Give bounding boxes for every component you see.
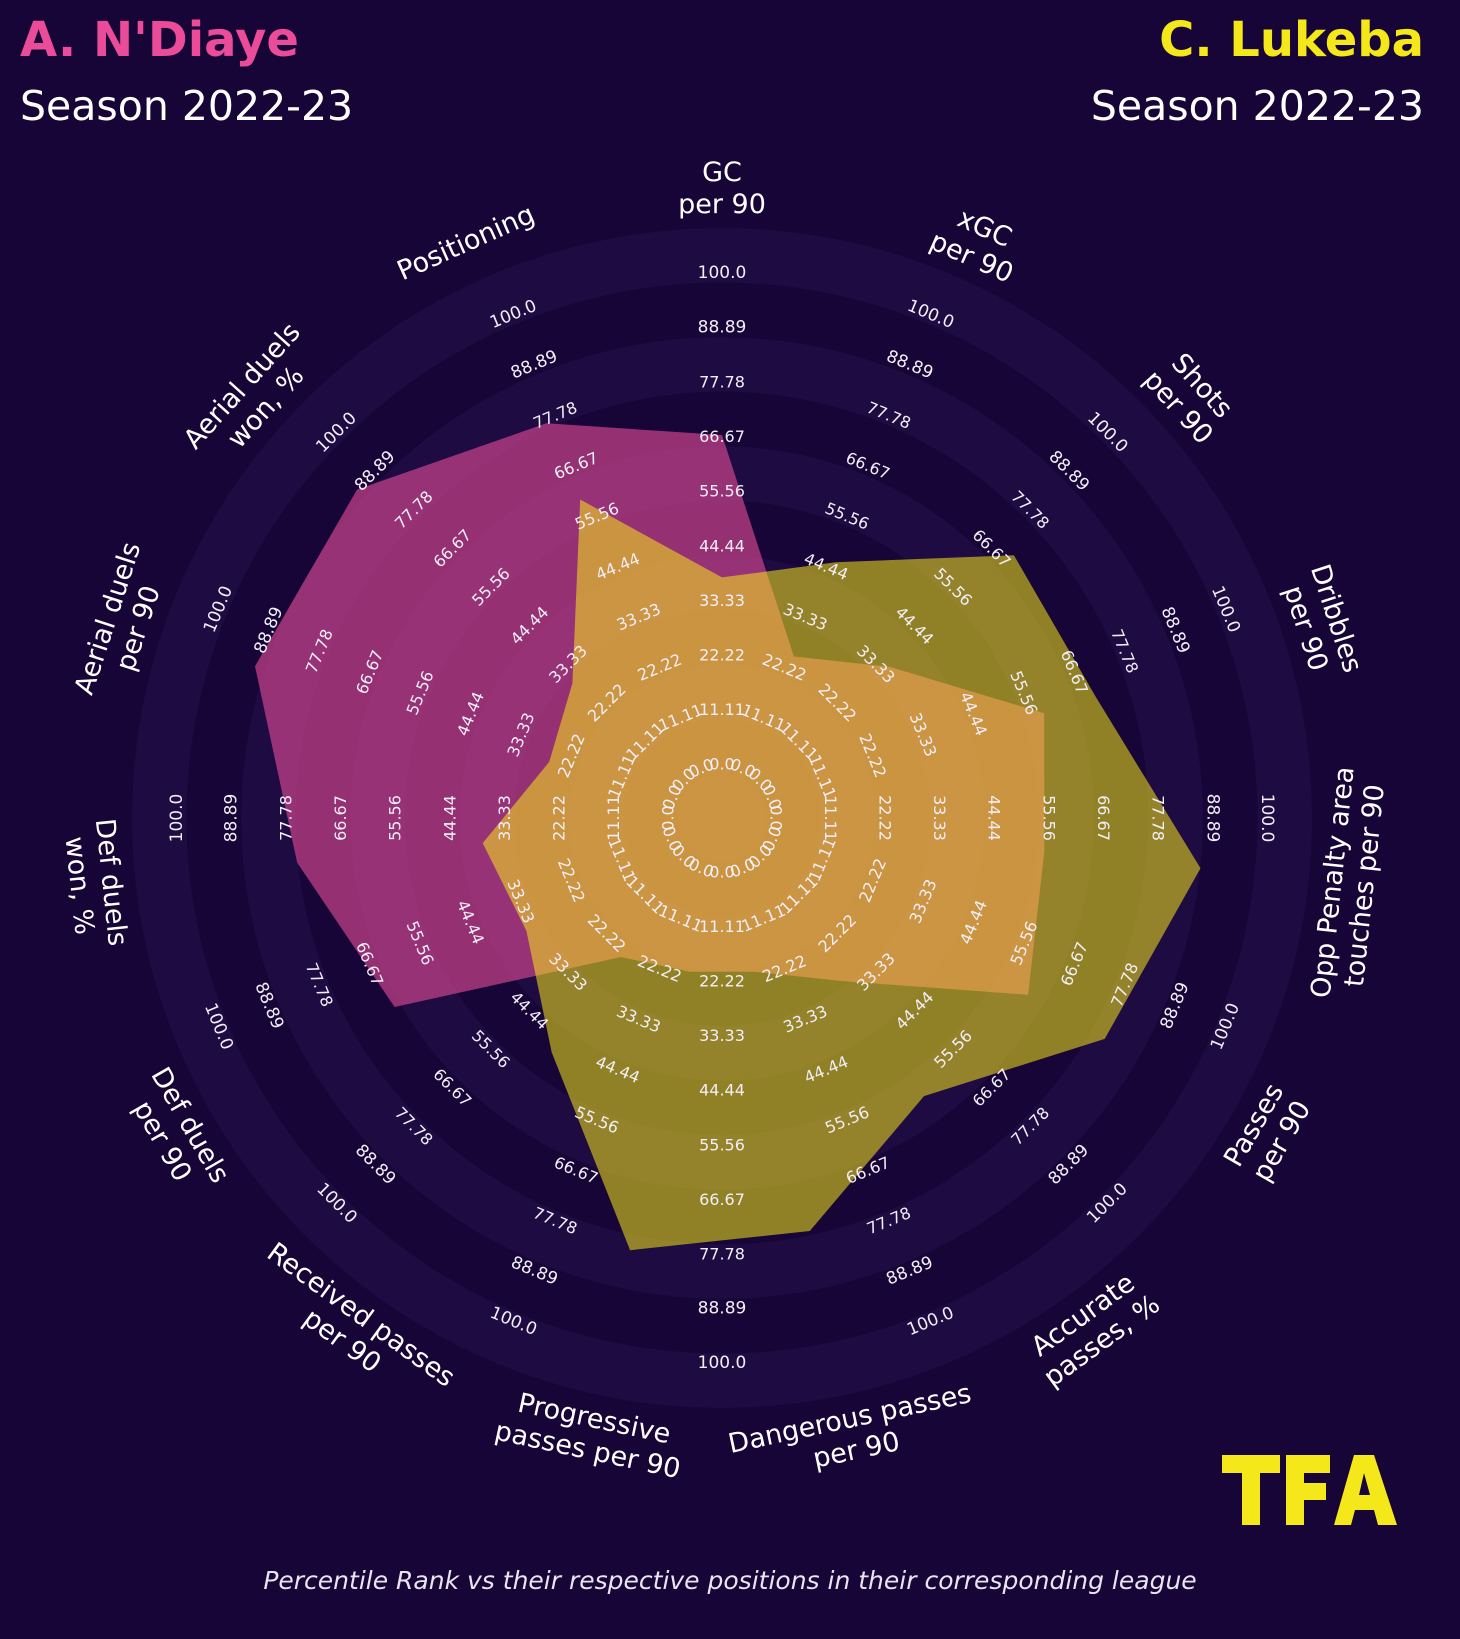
ring-tick-label: 88.89 <box>698 1298 747 1318</box>
ring-tick-label: 55.56 <box>699 1135 745 1154</box>
ring-tick-label: 88.89 <box>222 794 242 843</box>
ring-tick-label: 0.0 <box>767 805 786 830</box>
ring-tick-label: 77.78 <box>277 795 296 841</box>
ring-tick-label: 100.0 <box>167 794 187 843</box>
ring-tick-label: 11.11 <box>821 795 840 841</box>
radar-polygons <box>255 423 1201 1251</box>
ring-tick-label: 33.33 <box>495 795 514 841</box>
ring-tick-label: 66.67 <box>699 1190 745 1209</box>
ring-tick-label: 33.33 <box>699 591 745 610</box>
param-label: Def duelswon, % <box>57 817 133 951</box>
ring-tick-label: 100.0 <box>698 263 747 283</box>
ring-tick-label: 0.0 <box>709 863 734 882</box>
ring-tick-label: 77.78 <box>699 1244 745 1263</box>
player-right-name: C. Lukeba <box>1159 12 1424 68</box>
ring-tick-label: 77.78 <box>699 373 745 392</box>
ring-tick-label: 55.56 <box>699 482 745 501</box>
param-label: Opp Penalty areatouches per 90 <box>1306 765 1393 1003</box>
param-label: GC per 90 <box>678 157 766 220</box>
footer-caption: Percentile Rank vs their respective posi… <box>263 1566 1197 1595</box>
ring-tick-label: 44.44 <box>440 795 459 841</box>
logo-f <box>1286 1455 1330 1525</box>
ring-tick-label: 33.33 <box>930 795 949 841</box>
logo-t <box>1222 1455 1280 1525</box>
tfa-logo <box>1222 1455 1402 1539</box>
ring-tick-label: 22.22 <box>699 645 745 664</box>
ring-tick-label: 66.67 <box>331 795 350 841</box>
ring-tick-label: 55.56 <box>386 795 405 841</box>
player-left-season: Season 2022-23 <box>20 82 354 130</box>
ring-tick-label: 0.0 <box>659 805 678 830</box>
ring-tick-label: 44.44 <box>699 1081 745 1100</box>
ring-tick-label: 88.89 <box>698 318 747 338</box>
ring-tick-label: 44.44 <box>985 795 1004 841</box>
ring-tick-label: 44.44 <box>699 536 745 555</box>
ring-tick-label: 77.78 <box>1148 795 1167 841</box>
ring-tick-label: 11.11 <box>699 700 745 719</box>
ring-tick-label: 66.67 <box>699 427 745 446</box>
ring-tick-label: 22.22 <box>549 795 568 841</box>
ring-tick-label: 0.0 <box>709 755 734 774</box>
player-left-name: A. N'Diaye <box>20 12 299 68</box>
ring-tick-label: 11.11 <box>699 917 745 936</box>
ring-tick-label: 11.11 <box>604 795 623 841</box>
ring-tick-label: 55.56 <box>1039 795 1058 841</box>
ring-tick-label: 22.22 <box>876 795 895 841</box>
series-polygon-right <box>482 499 1201 1251</box>
ring-tick-label: 88.89 <box>1202 794 1222 843</box>
ring-tick-label: 33.33 <box>699 1026 745 1045</box>
ring-tick-label: 100.0 <box>698 1353 747 1373</box>
ring-tick-label: 22.22 <box>699 972 745 991</box>
ring-tick-label: 100.0 <box>1257 794 1277 843</box>
player-right-season: Season 2022-23 <box>1090 82 1424 130</box>
ring-tick-label: 66.67 <box>1094 795 1113 841</box>
